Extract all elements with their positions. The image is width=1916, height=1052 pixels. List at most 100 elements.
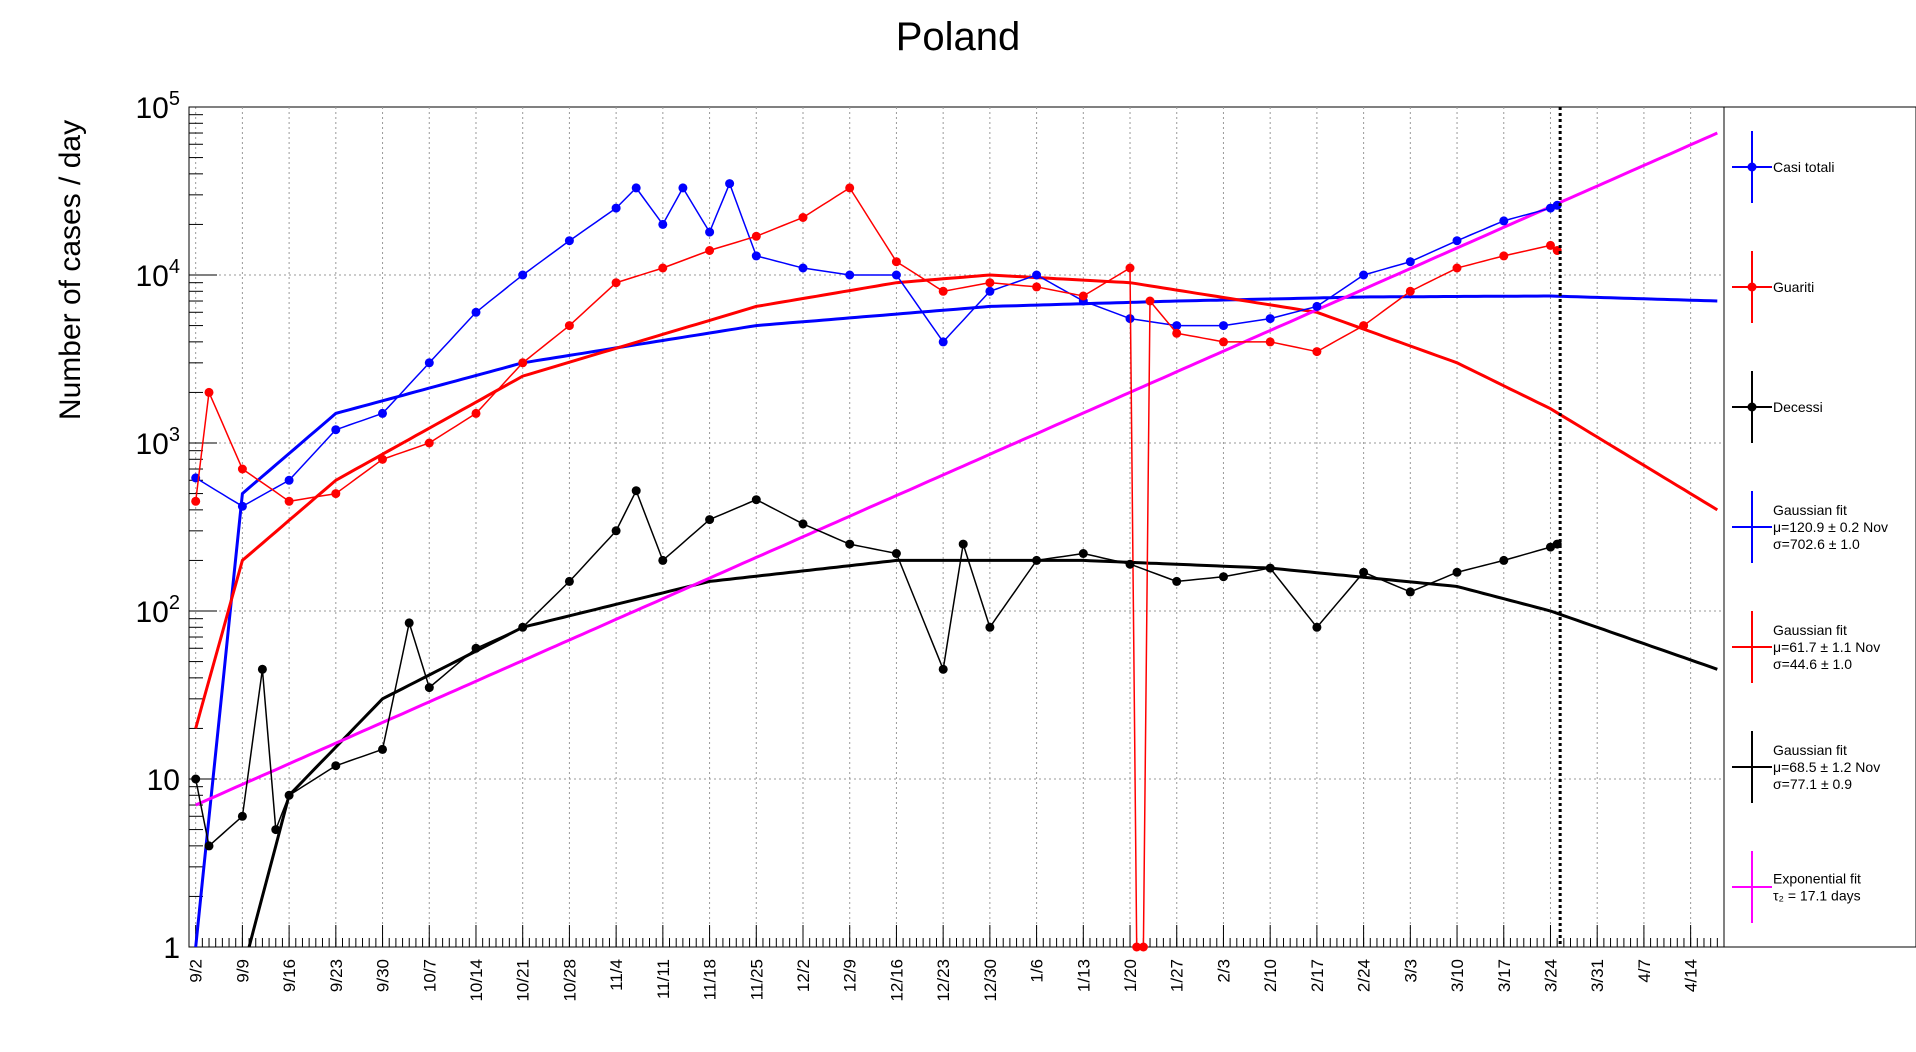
data-point — [1219, 337, 1228, 347]
legend-marker — [1747, 282, 1757, 292]
data-point — [1405, 587, 1415, 597]
data-point — [1032, 282, 1042, 292]
fit-curve-3 — [247, 558, 1718, 948]
data-point — [985, 278, 995, 288]
legend-label: Casi totali — [1773, 159, 1834, 175]
data-point — [1219, 572, 1228, 582]
data-point — [1452, 567, 1462, 577]
legend-label: σ=702.6 ± 1.0 — [1773, 536, 1860, 552]
x-tick-label: 1/13 — [1074, 959, 1093, 992]
data-point — [1405, 257, 1415, 267]
data-point — [378, 454, 387, 464]
data-point — [845, 539, 855, 549]
x-tick-label: 10/14 — [467, 959, 486, 1002]
data-point — [1265, 337, 1275, 347]
data-point — [404, 618, 414, 628]
data-point — [1546, 542, 1555, 552]
x-tick-label: 11/11 — [654, 959, 673, 999]
data-point — [1359, 270, 1369, 280]
x-tick-label: 9/16 — [280, 959, 299, 992]
data-point — [1078, 291, 1088, 301]
data-point — [378, 744, 387, 754]
legend-label: Gaussian fit — [1773, 502, 1847, 518]
legend-label: τ₂ = 17.1 days — [1773, 888, 1861, 904]
data-point — [891, 549, 901, 558]
legend-label: μ=120.9 ± 0.2 Nov — [1773, 519, 1888, 535]
legend-label: Gaussian fit — [1773, 742, 1847, 758]
data-point — [1452, 263, 1462, 273]
x-tick-label: 2/10 — [1261, 959, 1280, 992]
data-point — [1265, 314, 1275, 324]
y-tick-label: 10 — [147, 764, 180, 797]
data-point — [471, 643, 481, 653]
x-tick-label: 9/2 — [187, 959, 206, 983]
data-point — [705, 246, 715, 255]
y-axis: 1 10 102 103 104 105 — [136, 88, 217, 965]
data-point — [1359, 321, 1369, 331]
x-tick-label: 2/3 — [1214, 959, 1233, 983]
x-tick-label: 1/20 — [1121, 959, 1140, 992]
data-point — [564, 321, 574, 331]
data-point — [1138, 942, 1148, 952]
data-point — [1172, 321, 1182, 331]
fit-curve-2 — [194, 273, 1719, 729]
data-point — [1172, 576, 1182, 586]
data-point — [378, 408, 387, 418]
fit-curve-1 — [194, 294, 1718, 948]
x-tick-label: 1/27 — [1168, 959, 1187, 992]
legend-label: σ=44.6 ± 1.0 — [1773, 656, 1852, 672]
x-tick-label: 2/17 — [1308, 959, 1327, 992]
data-point — [518, 358, 528, 368]
data-point — [191, 496, 201, 506]
data-point — [938, 337, 948, 347]
y-tick-label: 104 — [136, 256, 181, 293]
data-point — [1172, 328, 1182, 338]
data-point — [985, 622, 995, 632]
x-tick-label: 12/2 — [794, 959, 813, 992]
data-point — [631, 183, 641, 193]
x-tick-label: 11/18 — [701, 959, 720, 1000]
data-point — [257, 664, 267, 674]
data-point — [284, 475, 294, 485]
data-point — [424, 358, 434, 368]
data-point — [658, 555, 668, 565]
data-point — [1032, 270, 1042, 280]
data-point — [284, 790, 294, 800]
data-point — [424, 438, 434, 448]
data-point — [1359, 567, 1369, 577]
data-point — [938, 286, 948, 296]
x-tick-label: 10/28 — [560, 959, 579, 1002]
data-point — [1078, 549, 1088, 558]
data-point — [611, 278, 621, 288]
data-point — [611, 526, 621, 536]
y-tick-label: 103 — [136, 424, 181, 461]
legend-label: Gaussian fit — [1773, 622, 1847, 638]
data-point — [1219, 321, 1228, 331]
x-tick-label: 9/9 — [233, 959, 252, 983]
x-tick-label: 10/21 — [514, 959, 533, 1002]
data-point — [1312, 347, 1322, 357]
x-tick-label: 9/30 — [374, 959, 393, 992]
legend-label: μ=61.7 ± 1.1 Nov — [1773, 639, 1880, 655]
series-line-3 — [194, 488, 1558, 848]
data-point — [284, 496, 294, 506]
data-point — [705, 515, 715, 525]
x-tick-label: 3/17 — [1495, 959, 1514, 992]
x-tick-label: 11/4 — [607, 959, 626, 991]
data-point — [658, 263, 668, 273]
data-point — [751, 495, 761, 505]
data-point — [611, 203, 621, 213]
legend-marker — [1747, 402, 1757, 412]
data-point — [1125, 263, 1135, 273]
y-tick-label: 105 — [136, 88, 181, 125]
x-tick-label: 4/7 — [1635, 959, 1654, 983]
data-point — [798, 519, 808, 529]
x-tick-label: 12/16 — [887, 959, 906, 1002]
x-tick-label: 9/23 — [327, 959, 346, 992]
data-point — [845, 183, 855, 193]
data-point — [271, 825, 281, 835]
data-point — [204, 387, 214, 397]
data-point — [631, 486, 641, 496]
legend-label: σ=77.1 ± 0.9 — [1773, 776, 1852, 792]
data-point — [237, 464, 247, 474]
